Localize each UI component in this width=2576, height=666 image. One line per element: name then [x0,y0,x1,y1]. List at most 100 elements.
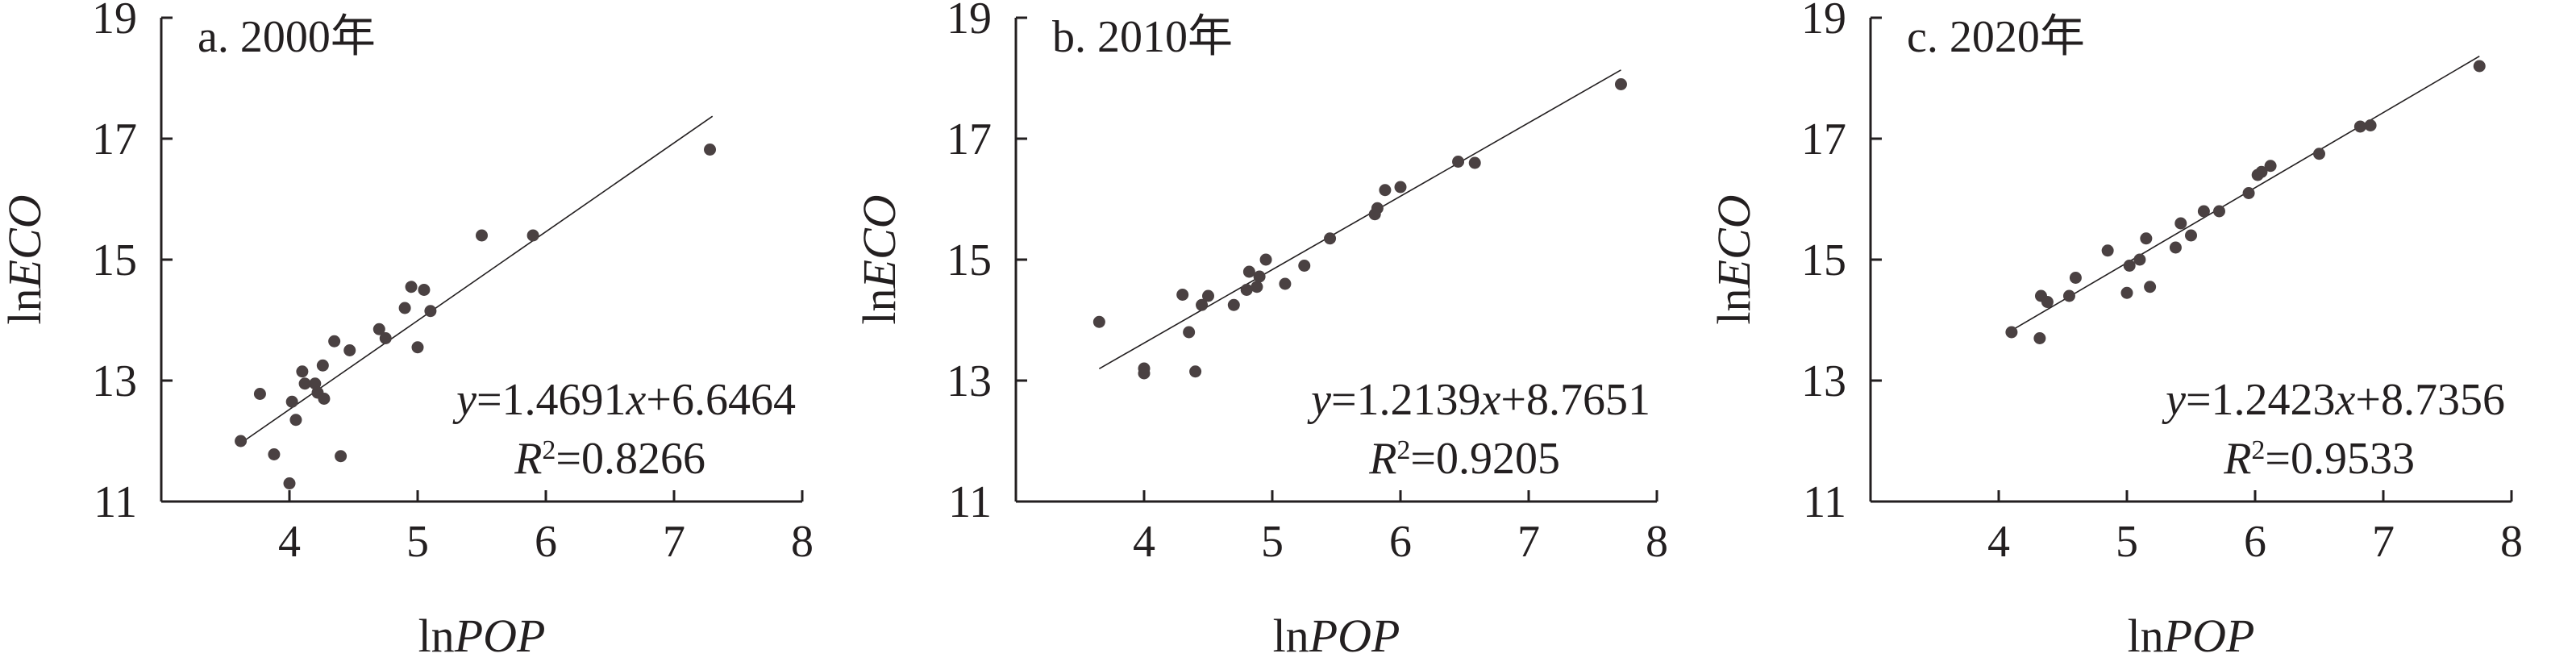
data-point [476,229,488,242]
data-point [2185,229,2197,242]
data-point [1242,265,1255,278]
r-squared-equals: = [556,434,581,484]
equation-x-symbol: x [2335,375,2356,425]
data-point [335,450,347,463]
r-squared-value: 0.8266 [581,434,705,484]
y-tick-label: 13 [92,356,137,406]
data-point [2169,241,2182,254]
x-tick-label: 8 [2500,517,2523,567]
y-axis-title-variable: ECO [0,194,51,289]
data-point [1468,156,1481,169]
r-squared-value: 0.9205 [1436,434,1560,484]
x-axis-title: lnPOP [1273,610,1400,662]
data-point [1176,289,1189,301]
y-tick-label: 13 [1801,356,1846,406]
data-point [424,305,437,318]
y-axis-title-variable: ECO [853,194,905,289]
y-tick-label: 19 [947,0,992,44]
data-point [405,281,418,293]
data-point [1614,78,1627,90]
data-point [1324,232,1337,245]
equation-y-symbol: y [1307,375,1331,425]
r-squared-symbol: R [1368,434,1396,484]
data-point [2120,286,2133,299]
data-point [253,388,266,400]
y-tick-label: 17 [1801,114,1846,164]
data-point [2242,187,2255,199]
data-point [1279,277,1292,290]
data-point [1394,181,1407,194]
data-point [2123,260,2136,272]
x-axis-title-variable: POP [1309,610,1400,662]
x-tick-label: 7 [2372,517,2395,567]
equation-x-symbol: x [626,375,647,425]
x-tick-label: 4 [1987,517,2010,567]
y-tick-label: 15 [92,235,137,285]
data-point [289,414,302,427]
y-axis-title: lnECO [0,194,51,324]
data-point [285,395,298,408]
data-point [1240,284,1253,296]
data-point [704,144,717,156]
x-tick-label: 6 [2244,517,2266,567]
chart-title: a. 2000年 [198,12,376,62]
x-tick-label: 8 [791,517,814,567]
regression-line [1098,69,1621,370]
data-point [418,284,431,296]
data-point [2101,244,2114,257]
x-tick-label: 6 [535,517,557,567]
data-point [1189,365,1202,378]
x-axis-title-prefix: ln [1273,610,1309,662]
data-point [2264,160,2277,173]
data-point [1251,281,1263,293]
r-squared-text: R2=0.9533 [2223,434,2415,484]
data-point [296,365,309,378]
y-axis-title-prefix: ln [853,288,905,324]
data-point [526,229,539,242]
data-point [379,332,392,344]
chart-title: c. 2020年 [1907,12,2085,62]
data-point [309,377,322,390]
x-axis-title: lnPOP [418,610,546,662]
data-point [2140,232,2153,245]
data-point [1202,289,1214,302]
equation-slope: 1.2423 [2212,375,2336,425]
equation-equals: = [1331,375,1357,425]
y-axis-title-prefix: ln [1708,288,1760,324]
x-tick-label: 7 [663,517,685,567]
data-point [343,344,356,356]
data-point [2005,326,2018,339]
equation-intercept: +6.6464 [646,375,796,425]
r-squared-symbol: R [2223,434,2251,484]
data-point [2133,253,2146,266]
x-tick-label: 8 [1646,517,1668,567]
equation-y-symbol: y [452,375,476,425]
data-point [2364,119,2377,131]
r-squared-equals: = [1410,434,1436,484]
equation-equals: = [2186,375,2212,425]
data-point [283,477,296,489]
x-axis-title-variable: POP [2163,610,2255,662]
data-point [235,435,248,447]
data-point [1371,202,1384,214]
data-point [2041,296,2054,308]
y-axis-title: lnECO [1708,194,1760,324]
y-tick-label: 13 [947,356,992,406]
data-point [1253,270,1266,283]
data-point [2144,281,2157,293]
x-tick-label: 4 [278,517,301,567]
data-point [2353,120,2366,133]
data-point [1298,260,1311,272]
y-tick-label: 15 [1801,235,1846,285]
x-tick-label: 6 [1389,517,1412,567]
data-point [411,341,424,354]
equation-intercept: +8.7356 [2355,375,2505,425]
x-axis-title-prefix: ln [418,610,455,662]
x-tick-label: 5 [1261,517,1284,567]
r-squared-text: R2=0.8266 [514,434,705,484]
r-squared-superscript: 2 [1396,435,1410,465]
data-point [2212,205,2225,218]
